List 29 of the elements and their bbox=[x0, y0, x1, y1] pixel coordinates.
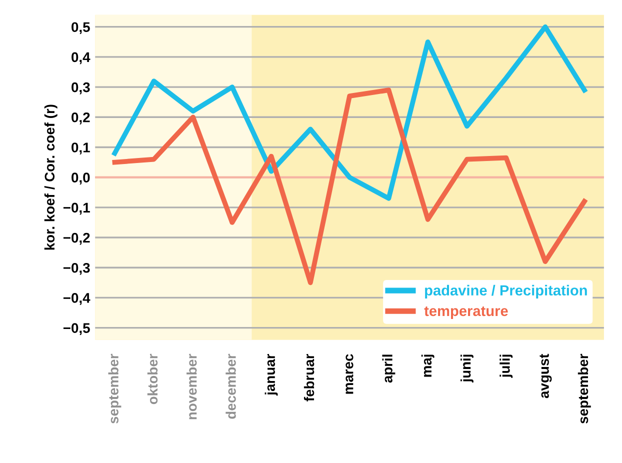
x-tick-label: februar bbox=[304, 354, 314, 402]
y-tick-label: −0,1 bbox=[63, 202, 90, 215]
x-tick-label: september bbox=[108, 354, 122, 424]
y-tick-label: 0,5 bbox=[72, 22, 90, 34]
x-tick-label: oktober bbox=[147, 354, 158, 404]
x-tick-label: november bbox=[186, 354, 197, 420]
y-tick-label: −0,2 bbox=[63, 232, 90, 245]
y-tick-label: 0,3 bbox=[72, 82, 90, 94]
y-tick-label: 0,1 bbox=[72, 142, 90, 154]
legend-label: temperature bbox=[424, 306, 508, 319]
y-tick-label: 0,2 bbox=[72, 112, 90, 124]
x-tick-label: marec bbox=[346, 354, 354, 394]
y-tick-label: −0,5 bbox=[63, 323, 90, 335]
x-tick-label: julij bbox=[500, 354, 513, 378]
x-tick-label: maj bbox=[421, 354, 434, 377]
legend-label: padavine / Precipitation bbox=[425, 284, 587, 298]
line-series bbox=[112, 24, 587, 201]
x-tick-label: junij bbox=[460, 354, 474, 382]
x-tick-label: september bbox=[578, 354, 591, 424]
y-tick-label: −0,3 bbox=[63, 262, 90, 275]
x-tick-label: januar bbox=[264, 354, 278, 396]
line-series bbox=[112, 88, 587, 286]
y-tick-label: 0,0 bbox=[72, 172, 90, 185]
y-tick-label: 0,4 bbox=[72, 52, 90, 64]
x-tick-label: april bbox=[382, 354, 396, 383]
y-axis-title: kor. koef / Cor. coef (r) bbox=[44, 104, 58, 250]
y-tick-label: −0,4 bbox=[63, 293, 90, 305]
x-tick-label: december bbox=[226, 354, 236, 419]
x-tick-label: avgust bbox=[540, 354, 552, 398]
